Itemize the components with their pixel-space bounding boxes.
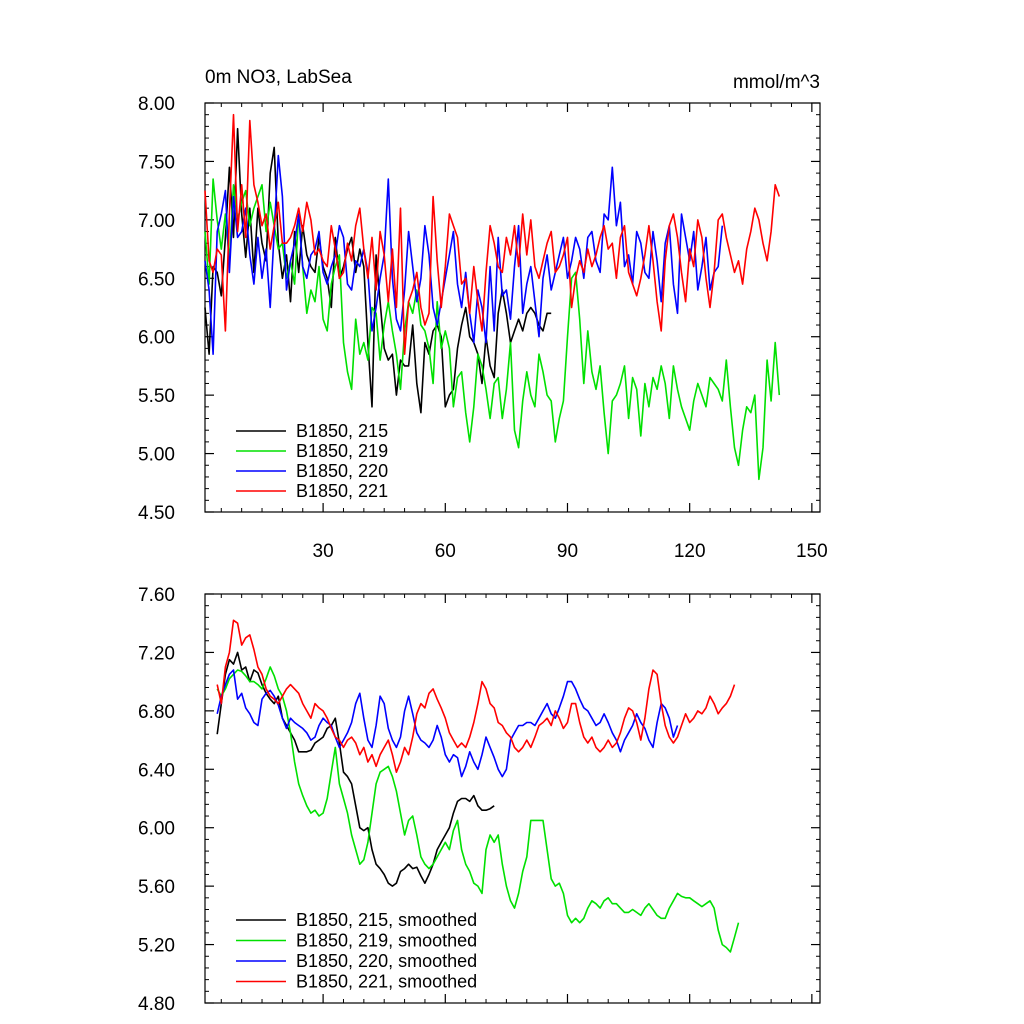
series-line-1 [204,178,781,481]
plot-frame [204,593,821,1004]
y-tick-label: 4.50 [138,503,175,524]
y-tick-label: 7.20 [138,643,175,664]
series-line-2 [216,669,679,778]
y-tick-label: 7.60 [138,585,175,606]
legend-label: B1850, 220 [296,461,388,481]
y-tick-label: 6.00 [138,819,175,840]
x-tick-label: 90 [557,541,578,562]
y-tick-label: 8.00 [138,94,175,115]
legend-label: B1850, 220, smoothed [296,951,477,971]
x-tick-label: 120 [674,541,706,562]
y-tick-label: 4.80 [138,994,175,1015]
series-line-3 [216,619,736,774]
x-tick-label: 150 [796,541,828,562]
plot-area: 4.80 5.20 5.60 6.00 6.40 6.80 7.20 7.60 B1850, 2… [138,585,821,1015]
y-tick-label: 5.00 [138,445,175,466]
y-tick-label: 6.80 [138,702,175,723]
legend-label: B1850, 221, smoothed [296,972,477,992]
legend-label: B1850, 221 [296,481,388,501]
y-tick-label: 5.20 [138,936,175,957]
series-line-0 [204,127,552,414]
chart-title: 0m NO3, LabSea [205,67,352,88]
y-tick-label: 6.40 [138,760,175,781]
y-tick-label: 7.50 [138,152,175,173]
legend-label: B1850, 219 [296,441,388,461]
x-tick-label: 60 [435,541,456,562]
series-line-3 [204,113,781,356]
y-tick-label: 6.50 [138,269,175,290]
x-tick-label: 30 [313,541,334,562]
legend-label: B1850, 219, smoothed [296,931,477,951]
y-tick-label: 5.50 [138,386,175,407]
legend-label: B1850, 215 [296,421,388,441]
units-label: mmol/m^3 [733,72,820,93]
top-panel: 0m NO3, LabSea mmol/m^3 30 60 90 120 150 4.50… [138,67,828,562]
legend-label: B1850, 215, smoothed [296,910,477,930]
bottom-panel: 4.80 5.20 5.60 6.00 6.40 6.80 7.20 7.60 B1850, 2… [138,585,821,1015]
y-tick-label: 7.00 [138,211,175,232]
plot-area: 30 60 90 120 150 4.50 5.00 5.50 6.00 6.50 7.00 7.50… [138,94,828,562]
y-tick-label: 5.60 [138,877,175,898]
series-line-2 [204,154,724,356]
series-line-1 [216,666,740,953]
y-tick-label: 6.00 [138,328,175,349]
